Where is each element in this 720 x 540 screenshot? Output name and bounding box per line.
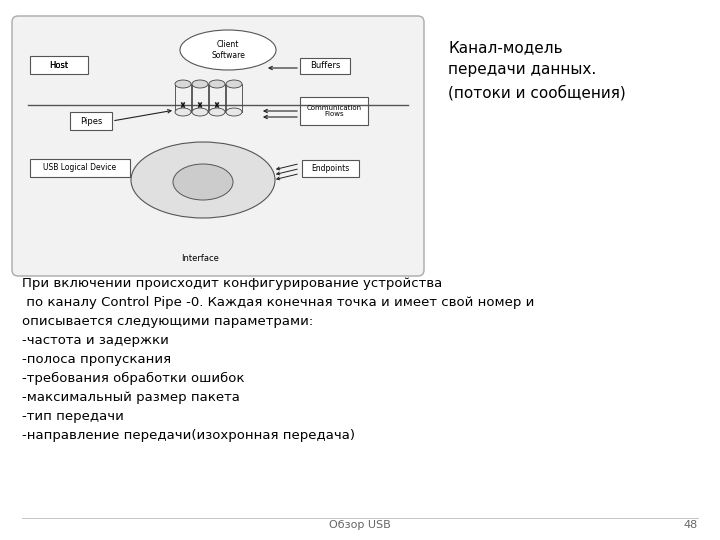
Text: описывается следующими параметрами:: описывается следующими параметрами: [22,315,313,328]
Text: Buffers: Buffers [310,62,340,71]
Text: 48: 48 [684,520,698,530]
Text: Канал-модель
передачи данных.
(потоки и сообщения): Канал-модель передачи данных. (потоки и … [448,40,626,100]
Ellipse shape [173,164,233,200]
Text: Pipes: Pipes [80,117,102,125]
Text: -максимальный размер пакета: -максимальный размер пакета [22,391,240,404]
Ellipse shape [192,80,208,88]
Ellipse shape [209,80,225,88]
Text: При включении происходит конфигурирование устройства: При включении происходит конфигурировани… [22,277,442,290]
Text: Host: Host [50,60,68,70]
Ellipse shape [175,80,191,88]
Text: Endpoints: Endpoints [311,164,350,173]
Ellipse shape [226,108,242,116]
Text: USB Logical Device: USB Logical Device [43,164,117,172]
Ellipse shape [226,80,242,88]
Text: Client
Software: Client Software [211,40,245,60]
Text: Host: Host [50,60,68,70]
FancyBboxPatch shape [12,16,424,276]
Ellipse shape [175,108,191,116]
Text: Interface: Interface [181,254,219,263]
Bar [300,97,368,125]
Bar [302,160,359,177]
Text: -требования обработки ошибок: -требования обработки ошибок [22,372,245,385]
Ellipse shape [209,108,225,116]
Text: -направление передачи(изохронная передача): -направление передачи(изохронная передач… [22,429,355,442]
Text: Обзор USB: Обзор USB [329,520,391,530]
Text: -тип передачи: -тип передачи [22,410,124,423]
Text: по каналу Control Pipe -0. Каждая конечная точка и имеет свой номер и: по каналу Control Pipe -0. Каждая конечн… [22,296,534,309]
Text: Communication
Flows: Communication Flows [307,105,361,118]
Ellipse shape [131,142,275,218]
Bar [70,112,112,130]
Bar [30,159,130,177]
Text: -полоса пропускания: -полоса пропускания [22,353,171,366]
Ellipse shape [180,30,276,70]
Text: -частота и задержки: -частота и задержки [22,334,169,347]
Ellipse shape [192,108,208,116]
Bar [300,58,350,74]
Bar [30,56,88,74]
